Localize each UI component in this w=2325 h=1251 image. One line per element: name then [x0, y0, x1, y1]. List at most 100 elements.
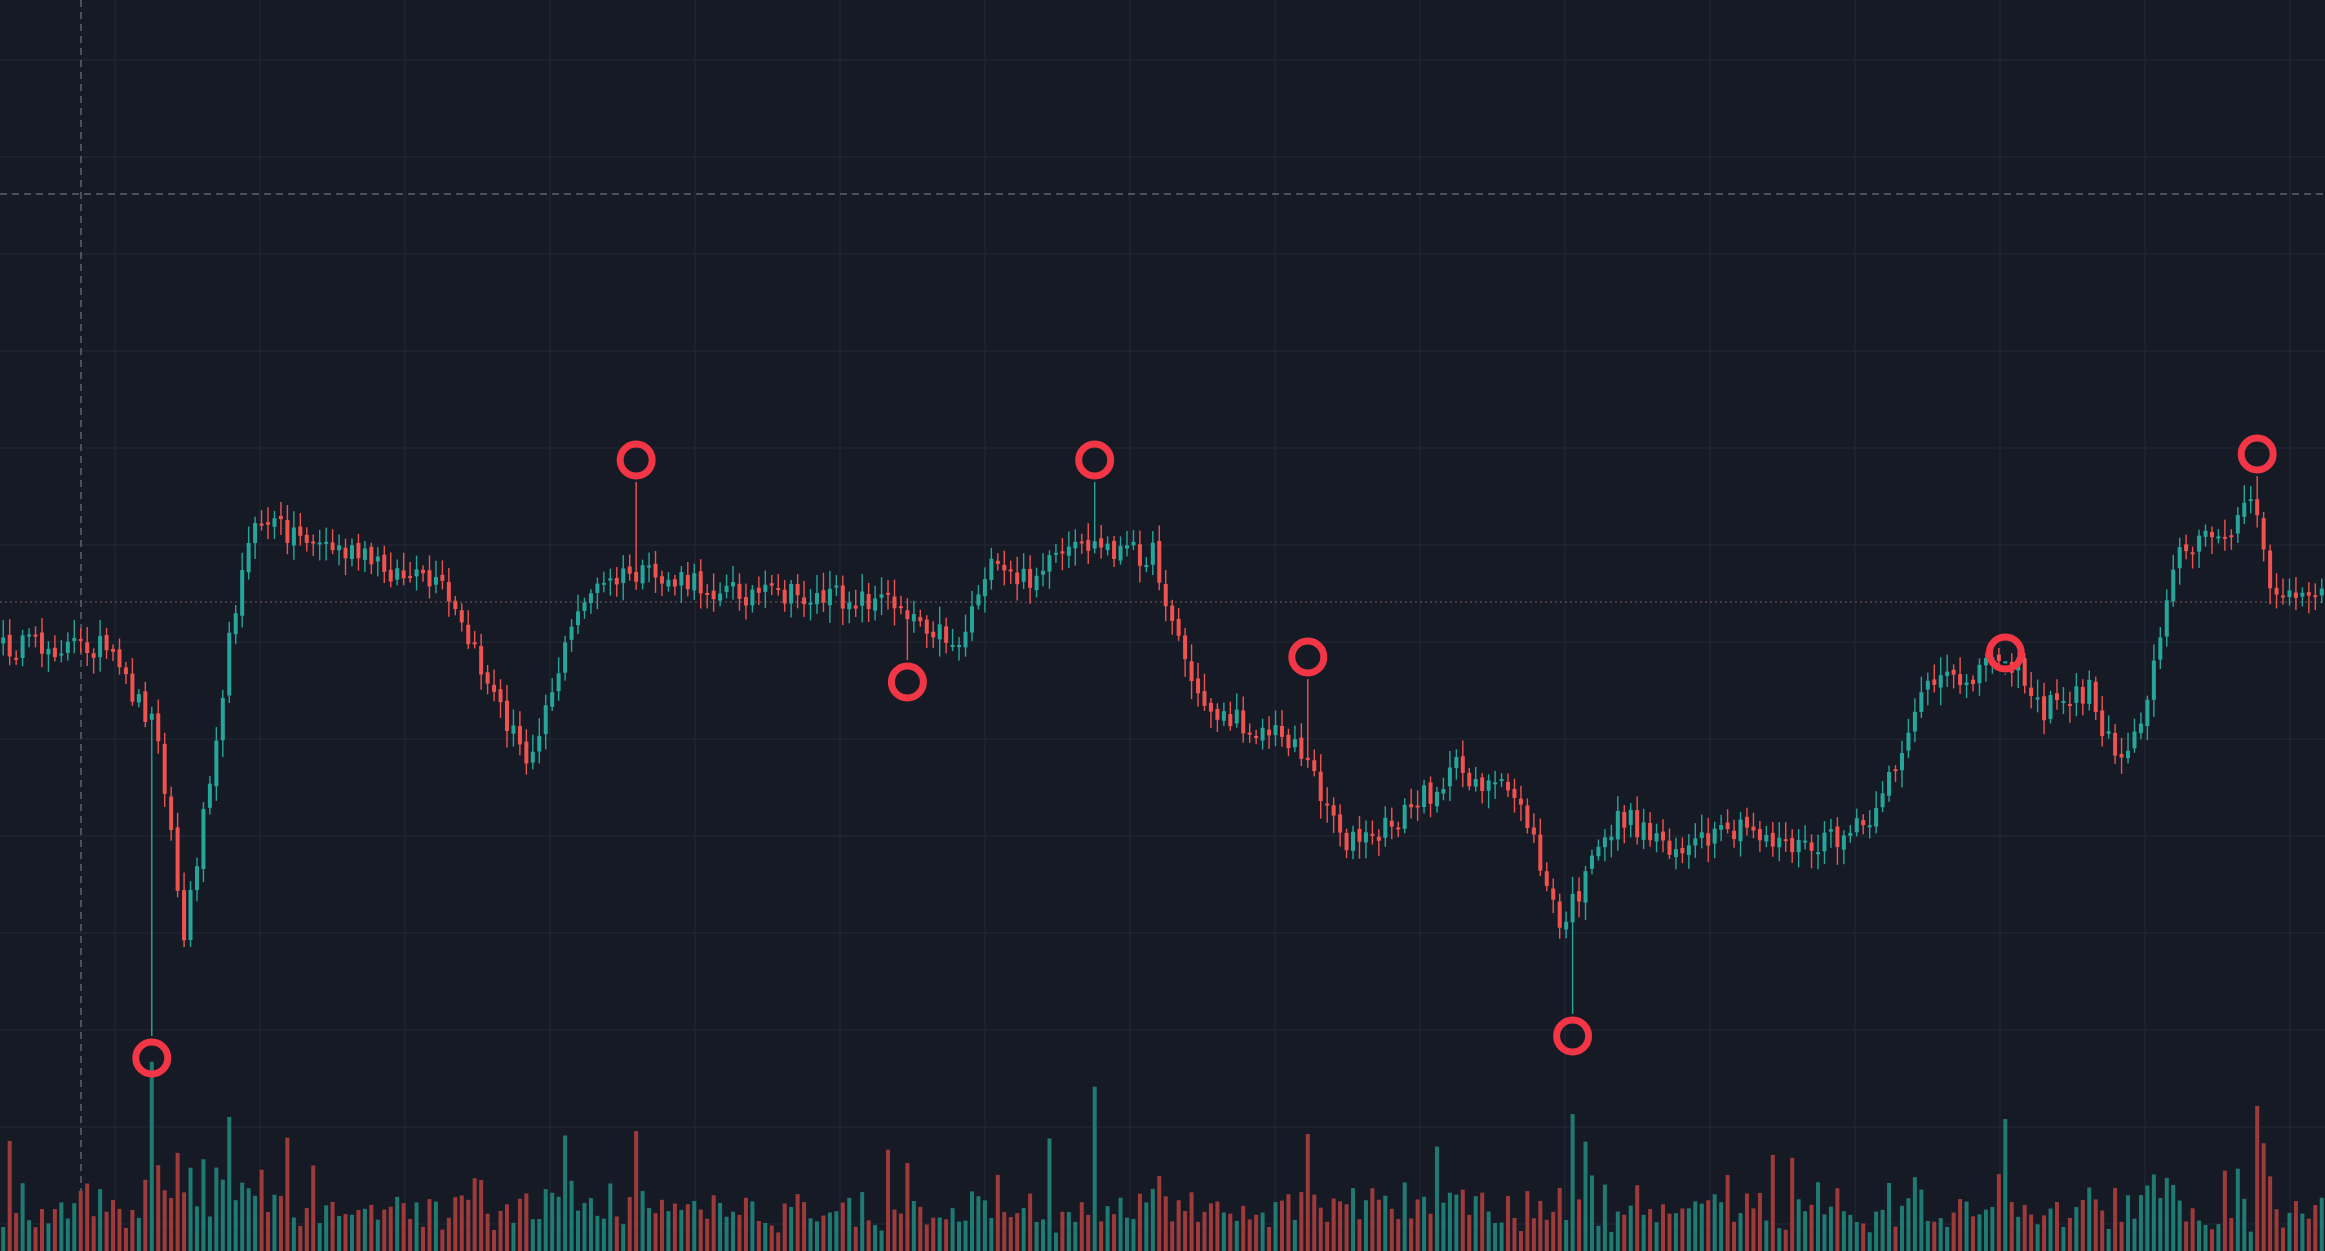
- volume-bar: [543, 1189, 548, 1251]
- volume-bar: [1105, 1206, 1110, 1251]
- volume-bar: [1648, 1208, 1653, 1251]
- volume-bar: [2216, 1224, 2221, 1251]
- candle-body: [1893, 769, 1898, 772]
- candle-body: [886, 592, 891, 595]
- candle-body: [614, 577, 619, 585]
- volume-bar: [2229, 1218, 2234, 1251]
- volume-bar: [149, 1061, 154, 1251]
- candle-body: [1648, 822, 1653, 841]
- volume-bar: [98, 1189, 103, 1251]
- volume-bar: [1428, 1213, 1433, 1251]
- volume-bar: [2138, 1195, 2143, 1251]
- signal-marker-ring: [887, 662, 927, 702]
- volume-bar: [1279, 1200, 1284, 1251]
- candle-body: [2300, 592, 2305, 597]
- candle-body: [1131, 541, 1136, 546]
- candle-body: [39, 632, 44, 654]
- candle-body: [175, 827, 180, 891]
- candle-body: [576, 611, 581, 626]
- candle-body: [679, 572, 684, 586]
- candle-body: [2235, 515, 2240, 534]
- volume-bar: [1247, 1219, 1252, 1251]
- candle-body: [588, 593, 593, 604]
- candle-body: [1803, 840, 1808, 843]
- candle-body: [1790, 837, 1795, 853]
- volume-bar: [705, 1218, 710, 1251]
- volume-bar: [324, 1205, 329, 1251]
- volume-bar: [1951, 1212, 1956, 1251]
- volume-bar: [1732, 1221, 1737, 1251]
- candle-body: [2255, 499, 2260, 516]
- volume-bar: [1874, 1211, 1879, 1251]
- volume-bar: [201, 1159, 206, 1251]
- candle-body: [1628, 809, 1633, 826]
- volume-bar: [1964, 1201, 1969, 1251]
- candle-body: [1589, 855, 1594, 869]
- candle-body: [1680, 847, 1685, 854]
- volume-bar: [827, 1212, 832, 1251]
- candle-body: [1092, 541, 1097, 549]
- volume-bar: [421, 1226, 426, 1251]
- candle-body: [601, 582, 606, 585]
- volume-bar: [104, 1211, 109, 1251]
- volume-bar: [834, 1211, 839, 1251]
- candle-body: [627, 566, 632, 574]
- volume-bar: [1215, 1201, 1220, 1251]
- candle-body: [1338, 814, 1343, 833]
- volume-bar: [1021, 1207, 1026, 1251]
- volume-bar: [653, 1213, 658, 1251]
- volume-bar: [1434, 1146, 1439, 1251]
- volume-bar: [1208, 1203, 1213, 1251]
- volume-bar: [2158, 1198, 2163, 1251]
- volume-bar: [1661, 1204, 1666, 1251]
- volume-bar: [1570, 1114, 1575, 1251]
- volume-bar: [1441, 1202, 1446, 1251]
- candle-body: [136, 694, 141, 703]
- candle-body: [27, 634, 32, 637]
- candle-body: [104, 635, 109, 651]
- candle-body: [1512, 788, 1517, 799]
- candle-body: [1351, 831, 1356, 851]
- candle-body: [1932, 679, 1937, 685]
- candle-body: [91, 653, 96, 658]
- volume-bar: [847, 1197, 852, 1251]
- candle-body: [1996, 654, 2001, 662]
- volume-bar: [85, 1183, 90, 1251]
- volume-bar: [1176, 1200, 1181, 1251]
- candle-body: [1712, 828, 1717, 844]
- candle-body: [1215, 708, 1220, 720]
- candle-body: [266, 522, 271, 525]
- candle-body: [220, 697, 225, 741]
- volume-bar: [976, 1196, 981, 1251]
- volume-bar: [1790, 1157, 1795, 1251]
- candle-body: [556, 673, 561, 692]
- volume-bar: [2009, 1202, 2014, 1251]
- candle-body: [1292, 739, 1297, 748]
- candle-body: [1170, 605, 1175, 621]
- volume-bar: [2319, 1197, 2324, 1251]
- candle-body: [1286, 734, 1291, 749]
- candle-body: [931, 631, 936, 638]
- volume-bar: [601, 1218, 606, 1251]
- candle-body: [1176, 618, 1181, 636]
- volume-bar: [2255, 1105, 2260, 1251]
- volume-bar: [1654, 1222, 1659, 1251]
- candle-body: [1396, 827, 1401, 830]
- volume-bar: [2268, 1176, 2273, 1251]
- candle-body: [911, 614, 916, 622]
- candle-body: [918, 616, 923, 622]
- volume-bar: [621, 1224, 626, 1251]
- candle-body: [130, 673, 135, 702]
- volume-bar: [950, 1208, 955, 1251]
- volume-bar: [1816, 1182, 1821, 1251]
- candle-body: [59, 653, 64, 656]
- candle-body: [530, 751, 535, 763]
- volume-bar: [692, 1201, 697, 1251]
- volume-bar: [1415, 1199, 1420, 1251]
- candle-body: [1118, 545, 1123, 561]
- volume-bar: [1112, 1214, 1117, 1251]
- volume-bar: [2209, 1229, 2214, 1251]
- candle-body: [1693, 838, 1698, 846]
